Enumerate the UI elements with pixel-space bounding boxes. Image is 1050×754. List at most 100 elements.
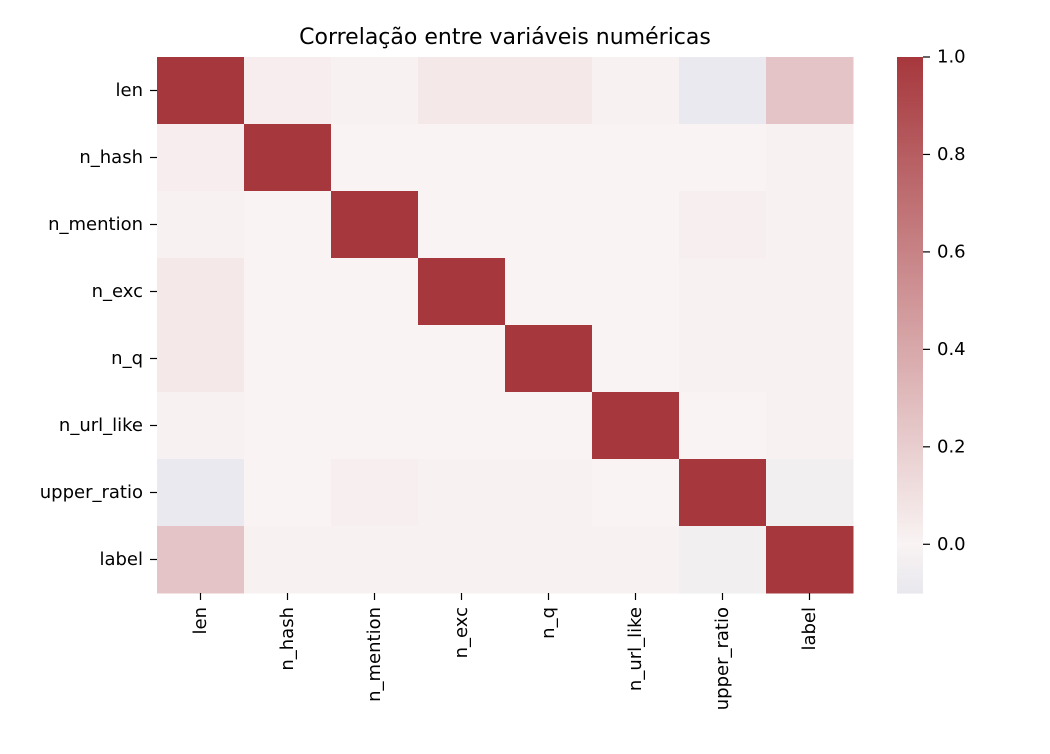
- heatmap-cell-upper_ratio-n_mention: [331, 459, 419, 527]
- colorbar-segment: [897, 488, 923, 492]
- y-tick-label-n_exc: n_exc: [92, 281, 143, 302]
- x-tick-label-n_url_like: n_url_like: [625, 607, 646, 691]
- colorbar-segment: [897, 149, 923, 153]
- heatmap-cell-label-len: [157, 526, 245, 594]
- heatmap-cell-n_hash-len: [157, 124, 245, 192]
- colorbar-segment: [897, 173, 923, 177]
- heatmap-cell-n_q-upper_ratio: [679, 325, 767, 393]
- heatmap-cell-n_hash-label: [766, 124, 854, 192]
- colorbar-segment: [897, 261, 923, 265]
- colorbar-segment: [897, 225, 923, 229]
- colorbar-segment: [897, 517, 923, 521]
- colorbar-segment: [897, 480, 923, 484]
- colorbar-segment: [897, 476, 923, 480]
- colorbar-tick-label: 0.0: [937, 534, 966, 555]
- heatmap-cell-len-len: [157, 57, 245, 125]
- colorbar-segment: [897, 98, 923, 102]
- heatmap-cell-n_exc-n_url_like: [592, 258, 680, 326]
- heatmap-cell-n_mention-upper_ratio: [679, 191, 767, 259]
- heatmap-cell-n_url_like-n_url_like: [592, 392, 680, 460]
- colorbar-segment: [897, 444, 923, 448]
- colorbar-segment: [897, 400, 923, 404]
- heatmap-cell-n_q-len: [157, 325, 245, 393]
- heatmap-cell-n_q-n_exc: [418, 325, 506, 393]
- colorbar-segment: [897, 161, 923, 165]
- x-tick-label-n_q: n_q: [538, 607, 559, 639]
- colorbar-segment: [897, 222, 923, 226]
- heatmap-cell-n_hash-n_exc: [418, 124, 506, 192]
- colorbar-segment: [897, 412, 923, 416]
- heatmap-cell-label-n_hash: [244, 526, 332, 594]
- heatmap-cell-label-label: [766, 526, 854, 594]
- heatmap-cell-n_url_like-n_hash: [244, 392, 332, 460]
- colorbar-segment: [897, 152, 923, 156]
- colorbar-segment: [897, 127, 923, 131]
- colorbar-segment: [897, 456, 923, 460]
- colorbar-segment: [897, 242, 923, 246]
- colorbar-segment: [897, 303, 923, 307]
- colorbar-segment: [897, 210, 923, 214]
- colorbar-segment: [897, 278, 923, 282]
- y-tick-label-n_q: n_q: [111, 348, 143, 369]
- colorbar-segment: [897, 232, 923, 236]
- colorbar-segment: [897, 310, 923, 314]
- colorbar-tick-label: 0.2: [937, 436, 966, 457]
- colorbar-segment: [897, 290, 923, 294]
- heatmap-cell-n_mention-n_mention: [331, 191, 419, 259]
- colorbar-segment: [897, 585, 923, 589]
- colorbar-segment: [897, 208, 923, 212]
- colorbar-segment: [897, 137, 923, 141]
- heatmap-cell-n_url_like-n_exc: [418, 392, 506, 460]
- colorbar-segment: [897, 573, 923, 577]
- colorbar-segment: [897, 424, 923, 428]
- colorbar-segment: [897, 307, 923, 311]
- colorbar-segment: [897, 193, 923, 197]
- colorbar-segment: [897, 325, 923, 329]
- colorbar-segment: [897, 417, 923, 421]
- colorbar-segment: [897, 351, 923, 355]
- colorbar-segment: [897, 485, 923, 489]
- colorbar-segment: [897, 558, 923, 562]
- x-tick-label-upper_ratio: upper_ratio: [712, 607, 733, 710]
- colorbar-segment: [897, 437, 923, 441]
- colorbar-segment: [897, 378, 923, 382]
- colorbar-segment: [897, 371, 923, 375]
- colorbar-segment: [897, 191, 923, 195]
- heatmap-cell-n_q-label: [766, 325, 854, 393]
- colorbar-segment: [897, 459, 923, 463]
- colorbar-segment: [897, 283, 923, 287]
- colorbar-segment: [897, 590, 923, 594]
- colorbar-segment: [897, 205, 923, 209]
- colorbar-segment: [897, 259, 923, 263]
- colorbar-segment: [897, 427, 923, 431]
- colorbar-segment: [897, 186, 923, 190]
- x-tick-label-len: len: [190, 607, 211, 634]
- colorbar-segment: [897, 329, 923, 333]
- colorbar-segment: [897, 420, 923, 424]
- heatmap-cell-n_exc-n_hash: [244, 258, 332, 326]
- colorbar-segment: [897, 544, 923, 548]
- colorbar-segment: [897, 251, 923, 255]
- heatmap-cell-label-n_q: [505, 526, 593, 594]
- colorbar-segment: [897, 434, 923, 438]
- colorbar-tick-label: 1.0: [937, 47, 966, 68]
- colorbar-segment: [897, 176, 923, 180]
- colorbar-segment: [897, 541, 923, 545]
- colorbar-segment: [897, 198, 923, 202]
- heatmap-cell-n_exc-n_q: [505, 258, 593, 326]
- colorbar-segment: [897, 405, 923, 409]
- colorbar-segment: [897, 139, 923, 143]
- colorbar-segment: [897, 519, 923, 523]
- colorbar-segment: [897, 502, 923, 506]
- colorbar-segment: [897, 580, 923, 584]
- heatmap-cell-n_q-n_url_like: [592, 325, 680, 393]
- colorbar: 0.0 0.2 0.4 0.6 0.8 1.0: [897, 47, 966, 594]
- colorbar-segment: [897, 273, 923, 277]
- colorbar-segment: [897, 361, 923, 365]
- colorbar-segment: [897, 300, 923, 304]
- colorbar-segment: [897, 478, 923, 482]
- colorbar-segment: [897, 388, 923, 392]
- heatmap-cell-n_hash-n_hash: [244, 124, 332, 192]
- heatmap-cell-upper_ratio-label: [766, 459, 854, 527]
